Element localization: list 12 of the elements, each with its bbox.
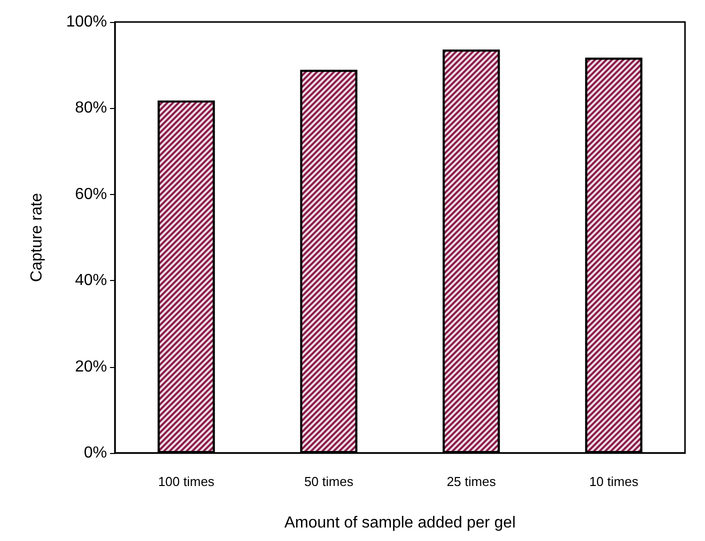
y-tick-label: 60% (74, 186, 107, 203)
y-tick-label: 20% (74, 358, 107, 376)
y-tick-label: 100% (66, 14, 107, 30)
y-tick-label: 40% (74, 272, 107, 290)
x-tick-label: 50 times (304, 474, 354, 489)
x-tick-label: 10 times (589, 474, 639, 489)
y-tick-label: 0% (84, 444, 107, 462)
y-axis-title: Capture rate (28, 192, 46, 282)
x-tick-label: 25 times (446, 474, 496, 489)
y-tick-label: 80% (74, 100, 107, 117)
x-axis-title: Amount of sample added per gel (284, 514, 516, 532)
x-tick-label: 100 times (158, 474, 215, 489)
